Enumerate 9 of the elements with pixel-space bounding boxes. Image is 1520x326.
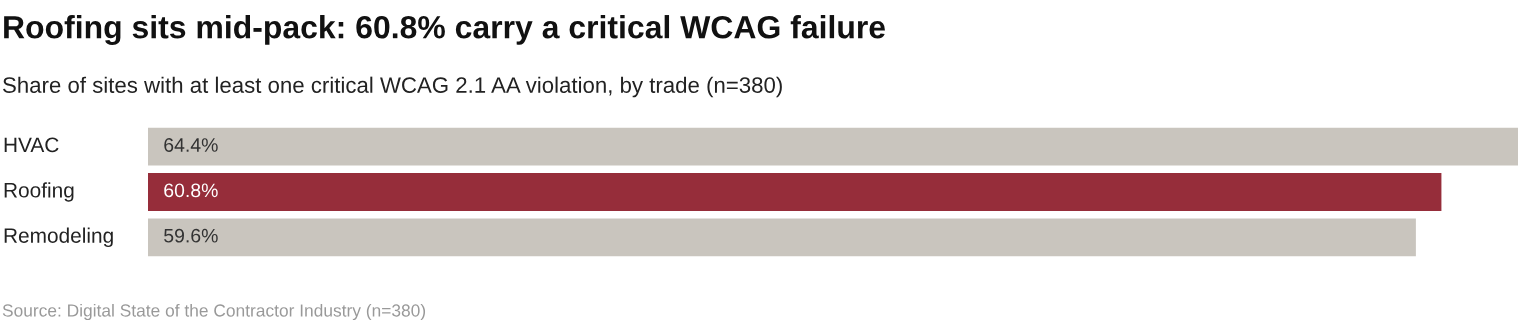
data-label: 64.4% bbox=[164, 138, 218, 152]
data-label: 60.8% bbox=[164, 183, 218, 198]
y-tick-label: Remodeling bbox=[4, 227, 113, 248]
chart-title: Roofing sits mid-pack: 60.8% carry a critical WCAG failure bbox=[4, 15, 885, 45]
y-tick-label: Roofing bbox=[4, 182, 74, 202]
data-label: 59.6% bbox=[164, 228, 218, 243]
source-note: Source: Digital State of the Contractor Industry (n=380) bbox=[2, 303, 426, 321]
chart-subtitle: Share of sites with at least one critical WCAG 2.1 AA violation, by trade (n=380) bbox=[3, 76, 782, 98]
y-tick-label: HVAC bbox=[4, 137, 59, 153]
